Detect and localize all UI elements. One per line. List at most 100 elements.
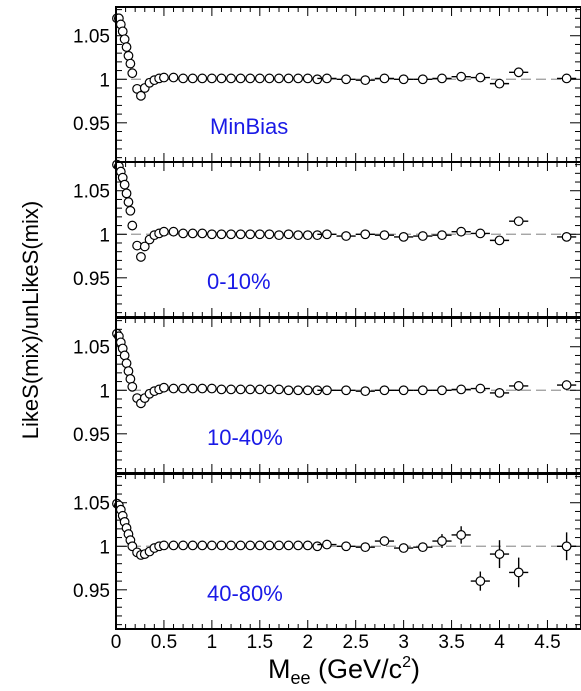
y-tick-label: 1.05	[73, 182, 110, 203]
marker	[302, 385, 313, 396]
marker	[139, 241, 150, 252]
marker	[226, 229, 236, 240]
data-point	[121, 358, 132, 369]
data-point	[159, 382, 169, 393]
x-tick-label: 0.5	[151, 632, 177, 653]
marker	[494, 235, 505, 246]
marker	[264, 229, 275, 240]
marker	[168, 226, 179, 237]
data-point	[226, 384, 236, 395]
data-point	[374, 73, 395, 84]
data-point	[123, 366, 134, 377]
data-point	[283, 229, 294, 240]
marker	[235, 229, 246, 240]
data-point	[226, 540, 236, 551]
marker	[159, 382, 169, 393]
data-point	[123, 50, 134, 61]
data-point	[264, 540, 275, 551]
data-point	[197, 73, 208, 84]
marker	[513, 216, 524, 227]
marker	[119, 179, 130, 190]
data-point	[312, 230, 323, 241]
data-point	[226, 73, 236, 84]
marker	[293, 385, 304, 396]
marker	[398, 74, 409, 85]
data-point	[489, 540, 510, 569]
x-tick-label: 3.5	[438, 632, 464, 653]
marker	[187, 540, 198, 551]
data-point	[159, 540, 169, 551]
y-tick-label: 0.95	[73, 581, 110, 602]
y-tick-label: 1	[99, 537, 110, 558]
data-point	[336, 541, 356, 552]
marker	[283, 229, 294, 240]
marker	[322, 539, 332, 550]
data-point	[312, 74, 323, 85]
marker	[226, 540, 236, 551]
marker	[456, 226, 467, 237]
marker	[341, 541, 352, 552]
marker	[302, 540, 313, 551]
data-point	[159, 72, 169, 83]
data-point	[336, 385, 356, 396]
data-point	[119, 179, 130, 190]
data-point	[264, 384, 275, 395]
marker	[168, 72, 179, 83]
data-point	[293, 385, 304, 396]
marker	[437, 73, 447, 84]
marker	[123, 197, 134, 207]
data-point	[302, 230, 313, 241]
marker	[475, 228, 486, 239]
marker	[360, 386, 371, 397]
x-tick-label: 2	[302, 632, 313, 653]
data-point	[312, 541, 323, 552]
data-point	[432, 385, 452, 396]
marker	[379, 73, 390, 84]
data-point	[178, 228, 189, 239]
data-point	[235, 73, 246, 84]
data-point	[394, 385, 414, 396]
data-point	[206, 383, 217, 394]
data-point	[216, 384, 227, 395]
data-point	[226, 229, 236, 240]
data-point	[216, 540, 227, 551]
data-point	[139, 241, 150, 252]
marker	[302, 230, 313, 241]
marker	[456, 384, 467, 395]
x-axis-title-close: )	[411, 654, 420, 684]
data-point	[413, 542, 433, 553]
data-point	[470, 571, 490, 591]
marker	[168, 383, 179, 394]
marker	[341, 231, 352, 241]
data-point	[121, 188, 132, 199]
data-point	[302, 73, 313, 84]
x-tick-label: 4.5	[534, 632, 560, 653]
marker	[226, 384, 236, 395]
data-point	[355, 542, 375, 553]
data-point	[245, 229, 256, 240]
marker	[159, 72, 169, 83]
marker	[245, 384, 256, 395]
marker	[475, 576, 486, 587]
data-point	[125, 58, 136, 69]
x-tick-label: 3	[398, 632, 409, 653]
marker	[494, 387, 505, 398]
marker	[136, 90, 146, 101]
data-point	[451, 71, 471, 82]
marker	[136, 252, 146, 262]
data-point	[470, 228, 490, 239]
marker	[254, 540, 265, 551]
marker	[216, 540, 227, 551]
data-point	[125, 205, 136, 216]
marker	[293, 230, 304, 241]
marker	[293, 73, 304, 84]
panel-frame	[115, 473, 581, 630]
data-point	[197, 540, 208, 551]
panel-4: 0.95 1 1.05 40-80%	[73, 473, 581, 630]
data-point	[283, 385, 294, 396]
marker	[274, 230, 284, 241]
data-point	[187, 73, 198, 84]
data-point	[245, 540, 256, 551]
data-point	[509, 381, 529, 391]
marker	[187, 228, 198, 239]
